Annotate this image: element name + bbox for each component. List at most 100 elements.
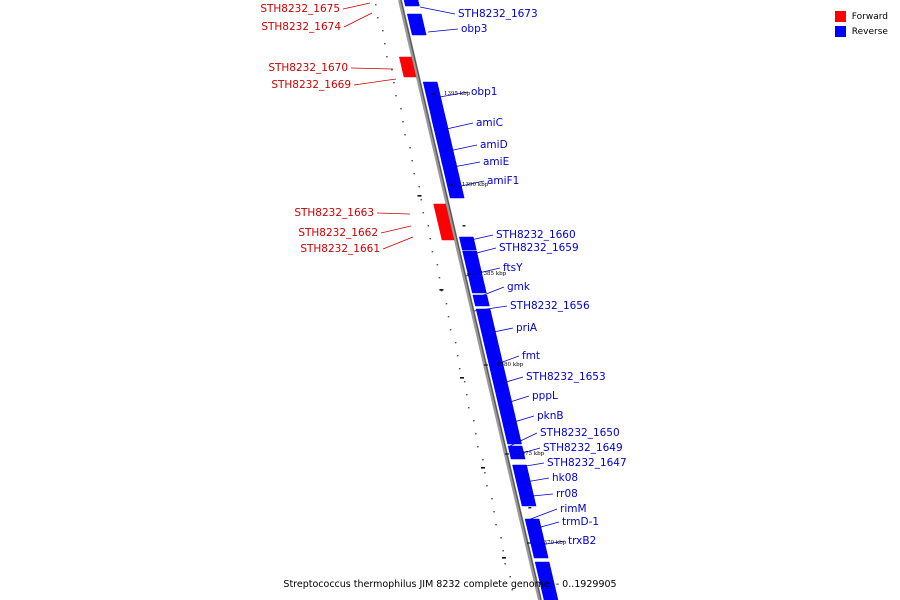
guide-dot xyxy=(449,329,452,331)
guide-dot xyxy=(374,4,377,6)
guide-dot xyxy=(502,550,504,552)
guide-dot xyxy=(384,43,386,45)
reverse-gene-label: fmt xyxy=(522,350,540,362)
scale-tick-label: 1385 kbp xyxy=(480,271,507,277)
legend-reverse-label: Reverse xyxy=(851,26,888,37)
reverse-gene-label: obp3 xyxy=(461,23,487,35)
reverse-gene-label-leader xyxy=(527,508,558,521)
forward-swatch xyxy=(834,11,846,22)
reverse-gene-block xyxy=(524,518,542,531)
guide-dot xyxy=(511,589,514,591)
guide-dot xyxy=(447,316,450,318)
guide-dot xyxy=(438,277,441,279)
reverse-gene-label-leader xyxy=(427,28,459,33)
reverse-gene-label: STH8232_1650 xyxy=(540,427,620,439)
reverse-gene-label: amiE xyxy=(483,156,509,168)
reverse-gene-label: obp1 xyxy=(471,86,497,98)
guide-dot xyxy=(484,472,486,474)
reverse-gene-label-leader xyxy=(483,327,514,335)
guide-dot xyxy=(509,576,511,578)
guide-dot xyxy=(413,173,415,175)
guide-dot xyxy=(404,134,406,136)
guide-dot xyxy=(504,563,506,565)
legend: Forward Reverse xyxy=(834,9,888,39)
reverse-gene-label: amiC xyxy=(476,117,503,129)
guide-dot xyxy=(422,212,425,214)
guide-dot xyxy=(482,459,484,461)
reverse-gene-label-leader xyxy=(441,122,474,131)
reverse-gene-block xyxy=(519,495,537,507)
reverse-gene-label: amiD xyxy=(480,139,508,151)
reverse-gene-label: rr08 xyxy=(556,488,578,500)
reverse-gene-label-leader xyxy=(529,521,560,531)
guide-dot xyxy=(463,381,466,383)
reverse-gene-label-leader xyxy=(503,395,530,405)
reverse-gene-block xyxy=(406,13,427,36)
guide-dash xyxy=(439,289,444,291)
forward-gene-label-leader xyxy=(350,67,394,70)
reverse-gene-label-leader xyxy=(464,247,497,257)
reverse-gene-label-leader xyxy=(513,462,545,469)
scale-tick-label: 1380 kbp xyxy=(497,362,524,368)
scale-tick-label: 1395 kbp xyxy=(444,91,471,97)
scale-tick-label: 1390 kbp xyxy=(462,182,489,188)
guide-dot xyxy=(431,251,434,253)
reverse-gene-label: pppL xyxy=(532,390,558,402)
reverse-gene-block xyxy=(472,294,490,307)
reverse-gene-label-leader xyxy=(473,305,508,312)
reverse-gene-label: STH8232_1647 xyxy=(547,457,627,469)
reverse-gene-label: gmk xyxy=(507,281,531,293)
forward-gene-label-leader xyxy=(376,212,411,215)
reverse-gene-label-leader xyxy=(496,355,520,365)
reverse-gene-block xyxy=(530,543,549,559)
guide-dot xyxy=(411,160,413,162)
reverse-gene-label: STH8232_1656 xyxy=(510,300,590,312)
reverse-gene-label: amiF1 xyxy=(487,175,519,187)
guide-dot xyxy=(420,199,423,201)
forward-gene-label: STH8232_1675 xyxy=(260,3,340,15)
guide-dash xyxy=(501,557,506,559)
reverse-gene-label: pknB xyxy=(537,410,564,422)
reverse-gene-block xyxy=(462,250,481,267)
reverse-gene-label-leader xyxy=(495,376,524,386)
guide-dot xyxy=(465,394,468,396)
reverse-gene-label: ftsY xyxy=(503,262,523,274)
guide-dot xyxy=(391,69,393,71)
reverse-gene-label: STH8232_1660 xyxy=(496,229,576,241)
reverse-gene-block xyxy=(516,481,535,498)
guide-dash xyxy=(480,467,485,469)
guide-dash xyxy=(528,507,532,509)
guide-dot xyxy=(454,342,457,344)
guide-dot xyxy=(440,290,443,292)
guide-dot xyxy=(500,537,502,539)
scale-tick-label: 1375 kbp xyxy=(518,451,545,457)
guide-dot xyxy=(493,511,495,513)
genome-caption: Streptococcus thermophilus JIM 8232 comp… xyxy=(283,579,617,590)
guide-dot xyxy=(475,433,477,435)
forward-gene-label-leader xyxy=(380,225,412,234)
guide-dot xyxy=(473,420,475,422)
guide-dot xyxy=(491,498,493,500)
forward-gene-label: STH8232_1661 xyxy=(300,243,380,255)
reverse-gene-label: trmD-1 xyxy=(562,516,599,528)
legend-forward-label: Forward xyxy=(851,11,888,22)
reverse-gene-label: STH8232_1649 xyxy=(543,442,623,454)
reverse-gene-label-leader xyxy=(475,286,505,299)
guide-dot xyxy=(458,368,461,370)
guide-dot xyxy=(382,30,384,32)
reverse-gene-block xyxy=(441,160,461,183)
reverse-gene-label-leader xyxy=(433,91,469,99)
forward-gene-label: STH8232_1669 xyxy=(271,79,351,91)
reverse-gene-label-leader xyxy=(511,447,541,457)
reverse-gene-label-leader xyxy=(465,267,501,277)
guide-dot xyxy=(376,17,379,19)
reverse-gene-label: trxB2 xyxy=(568,535,596,547)
legend-forward: Forward xyxy=(834,9,888,24)
legend-reverse: Reverse xyxy=(834,24,888,39)
forward-gene-block xyxy=(398,56,417,78)
guide-dot xyxy=(409,147,411,149)
reverse-gene-label-leader xyxy=(419,6,456,15)
guide-dot xyxy=(429,238,432,240)
reverse-gene-block xyxy=(534,561,559,600)
reverse-gene-block xyxy=(403,0,420,7)
